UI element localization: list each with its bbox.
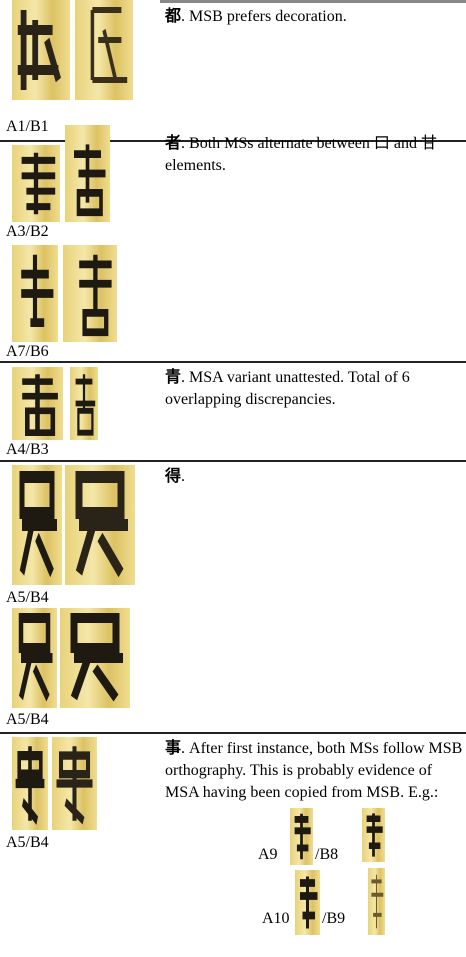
note: 者. Both MSs alternate between 口 and 甘 el… — [165, 133, 463, 177]
separator — [0, 732, 466, 734]
manuscript-image — [290, 808, 313, 865]
top-bar — [160, 0, 466, 3]
glyph: 得 — [165, 468, 182, 485]
manuscript-image — [368, 868, 385, 935]
manuscript-image — [12, 465, 62, 585]
note-text: . MSA variant unattested. Total of 6 ove… — [165, 369, 410, 408]
manuscript-image — [75, 0, 133, 100]
manuscript-image — [12, 737, 48, 830]
note-text: . MSB prefers decoration. — [181, 8, 347, 25]
manuscript-image — [295, 870, 320, 935]
note: 青. MSA variant unattested. Total of 6 ov… — [165, 367, 463, 411]
manuscript-image — [52, 737, 97, 830]
separator — [0, 361, 466, 363]
example-label: A9 — [258, 846, 278, 863]
manuscript-image — [12, 367, 63, 440]
image-label: A1/B1 — [6, 118, 49, 135]
manuscript-image — [12, 145, 60, 222]
note: 得. — [165, 466, 463, 488]
note-text: . After first instance, both MSs follow … — [165, 740, 463, 801]
example-label: A10 — [262, 910, 290, 927]
manuscript-image — [12, 0, 70, 100]
image-label: A7/B6 — [6, 343, 49, 360]
image-label: A5/B4 — [6, 711, 49, 728]
image-label: A5/B4 — [6, 589, 49, 606]
glyph: 事 — [165, 740, 182, 757]
manuscript-image — [70, 367, 98, 440]
glyph: 青 — [165, 369, 182, 386]
separator — [0, 460, 466, 462]
manuscript-image — [63, 245, 117, 342]
manuscript-image — [60, 608, 130, 708]
image-label: A3/B2 — [6, 223, 49, 240]
image-label: A4/B3 — [6, 441, 49, 458]
note: 事. After first instance, both MSs follow… — [165, 738, 463, 804]
glyph: 都 — [165, 8, 182, 25]
note-text: . Both MSs alternate between 口 and 甘 ele… — [165, 135, 437, 174]
manuscript-image — [362, 808, 385, 862]
note: 都. MSB prefers decoration. — [165, 6, 463, 28]
image-label: A5/B4 — [6, 834, 49, 851]
manuscript-image — [12, 608, 57, 708]
note-text: . — [181, 468, 186, 485]
manuscript-image — [65, 125, 110, 222]
glyph: 者 — [165, 135, 182, 152]
example-label: /B9 — [322, 910, 346, 927]
separator — [0, 140, 466, 142]
manuscript-image — [65, 465, 135, 585]
example-label: /B8 — [315, 846, 339, 863]
manuscript-image — [12, 245, 58, 342]
